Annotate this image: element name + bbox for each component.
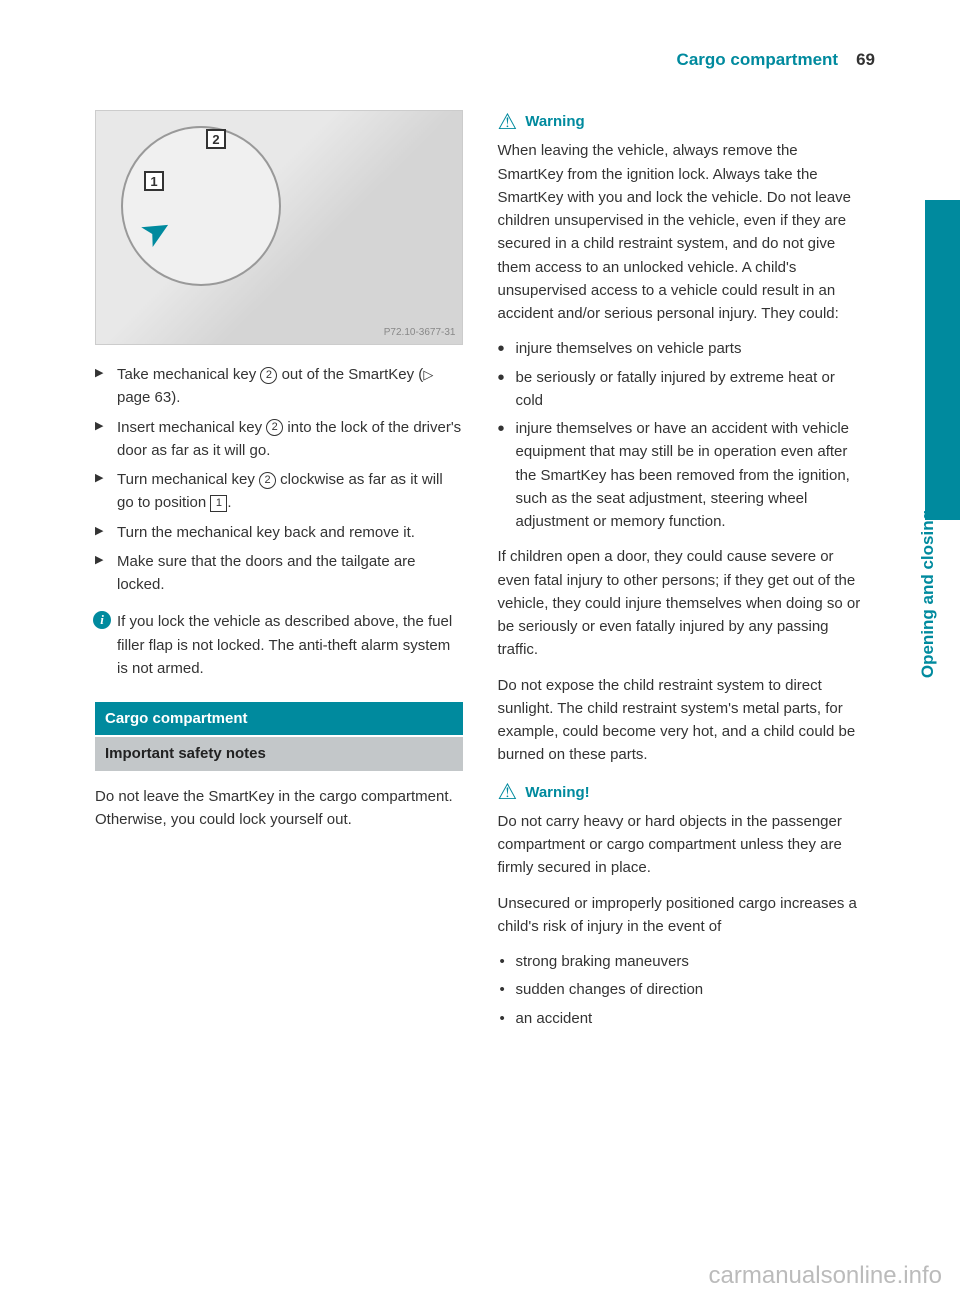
info-block: i If you lock the vehicle as described a… xyxy=(95,610,463,680)
left-column: 1 2 ➤ P72.10-3677-31 Take mechanical key… xyxy=(95,110,463,1044)
warning-para: If children open a door, they could caus… xyxy=(498,545,866,661)
ref-arrow-icon: ▷ xyxy=(423,367,433,382)
warning-para: Do not carry heavy or hard objects in th… xyxy=(498,810,866,880)
step-item: Turn mechanical key 2 clockwise as far a… xyxy=(95,468,463,515)
info-icon: i xyxy=(93,611,111,629)
lock-figure: 1 2 ➤ P72.10-3677-31 xyxy=(95,110,463,345)
figure-callout-2: 2 xyxy=(206,129,226,149)
warning-bullets: injure themselves on vehicle parts be se… xyxy=(498,337,866,533)
warning-para: Do not expose the child restraint system… xyxy=(498,674,866,767)
warning-triangle-icon: ⚠ xyxy=(498,111,518,133)
step-item: Make sure that the doors and the tailgat… xyxy=(95,550,463,597)
step-item: Take mechanical key 2 out of the SmartKe… xyxy=(95,363,463,410)
position-ref: 1 xyxy=(210,495,227,512)
header-title: Cargo compartment xyxy=(677,50,839,70)
bullet-item: be seriously or fatally injured by extre… xyxy=(498,366,866,413)
warning-triangle-icon: ⚠ xyxy=(498,781,518,803)
side-tab-label: Opening and closing xyxy=(918,510,938,678)
step-list: Take mechanical key 2 out of the SmartKe… xyxy=(95,363,463,596)
step-item: Insert mechanical key 2 into the lock of… xyxy=(95,416,463,463)
watermark: carmanualsonline.info xyxy=(709,1262,942,1290)
callout-ref: 2 xyxy=(259,472,276,489)
warning-header: ⚠ Warning! xyxy=(498,781,866,804)
bullet-item: injure themselves on vehicle parts xyxy=(498,337,866,360)
warning-header: ⚠ Warning xyxy=(498,110,866,133)
callout-ref: 2 xyxy=(266,419,283,436)
warning-block: ⚠ Warning When leaving the vehicle, alwa… xyxy=(498,110,866,767)
right-column: ⚠ Warning When leaving the vehicle, alwa… xyxy=(498,110,866,1044)
bullet-item: strong braking maneuvers xyxy=(498,950,866,973)
heading-gray: Important safety notes xyxy=(95,737,463,770)
bullet-item: sudden changes of direction xyxy=(498,978,866,1001)
heading-teal: Cargo compartment xyxy=(95,702,463,735)
content-area: 1 2 ➤ P72.10-3677-31 Take mechanical key… xyxy=(95,110,865,1044)
warning-para: Unsecured or improperly positioned cargo… xyxy=(498,892,866,939)
side-tab xyxy=(925,200,960,520)
callout-ref: 2 xyxy=(260,367,277,384)
page-number: 69 xyxy=(856,50,875,70)
bullet-item: injure themselves or have an accident wi… xyxy=(498,417,866,533)
bullet-item: an accident xyxy=(498,1007,866,1030)
step-item: Turn the mechanical key back and remove … xyxy=(95,521,463,544)
warning-label: Warning xyxy=(525,110,584,133)
page-header: Cargo compartment 69 xyxy=(677,50,875,70)
figure-callout-1: 1 xyxy=(144,171,164,191)
warning-block: ⚠ Warning! Do not carry heavy or hard ob… xyxy=(498,781,866,1030)
paragraph: Do not leave the SmartKey in the cargo c… xyxy=(95,785,463,832)
warning-para: When leaving the vehicle, always remove … xyxy=(498,139,866,325)
warning-label: Warning! xyxy=(525,781,589,804)
info-text: If you lock the vehicle as described abo… xyxy=(117,613,452,677)
figure-id: P72.10-3677-31 xyxy=(384,325,456,341)
warning-bullets: strong braking maneuvers sudden changes … xyxy=(498,950,866,1030)
